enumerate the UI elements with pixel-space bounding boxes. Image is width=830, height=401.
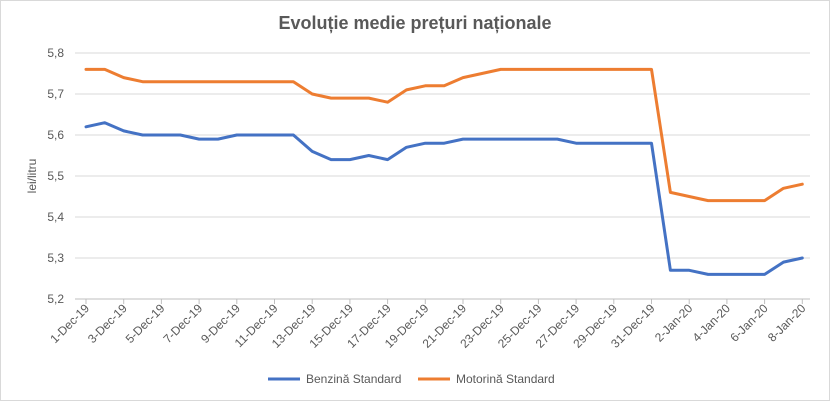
x-tick-label: 8-Jan-20 xyxy=(765,301,809,345)
series-line-2 xyxy=(84,67,804,203)
gridlines xyxy=(75,52,810,259)
x-tick-label: 3-Dec-19 xyxy=(85,301,130,346)
x-tick-label: 1-Dec-19 xyxy=(47,301,92,346)
y-tick-label: 5,5 xyxy=(47,169,64,183)
x-tick-label: 4-Jan-20 xyxy=(690,301,734,345)
legend: Benzină Standard Motorină Standard xyxy=(268,372,555,386)
y-tick-label: 5,6 xyxy=(47,128,64,142)
x-tick-label: 7-Dec-19 xyxy=(160,301,205,346)
y-tick-label: 5,3 xyxy=(47,251,64,265)
y-tick-label: 5,2 xyxy=(47,292,64,306)
y-tick-label: 5,4 xyxy=(47,210,64,224)
legend-label: Motorină Standard xyxy=(456,372,555,386)
x-tick-label: 5-Dec-19 xyxy=(123,301,168,346)
y-axis-ticks: 5,2 5,3 5,4 5,5 5,6 5,7 5,8 xyxy=(47,46,64,306)
legend-label: Benzină Standard xyxy=(306,372,401,386)
series-line-1 xyxy=(84,121,804,276)
chart-title: Evoluție medie prețuri naționale xyxy=(278,13,551,33)
y-tick-label: 5,8 xyxy=(47,46,64,60)
y-tick-label: 5,7 xyxy=(47,87,64,101)
x-axis-ticks: 1-Dec-193-Dec-195-Dec-197-Dec-199-Dec-19… xyxy=(47,301,808,351)
series-lines xyxy=(84,67,804,276)
y-axis-label: lei/litru xyxy=(25,159,39,194)
x-tick-label: 2-Jan-20 xyxy=(652,301,696,345)
x-tick-label: 6-Jan-20 xyxy=(727,301,771,345)
x-axis xyxy=(75,298,810,304)
